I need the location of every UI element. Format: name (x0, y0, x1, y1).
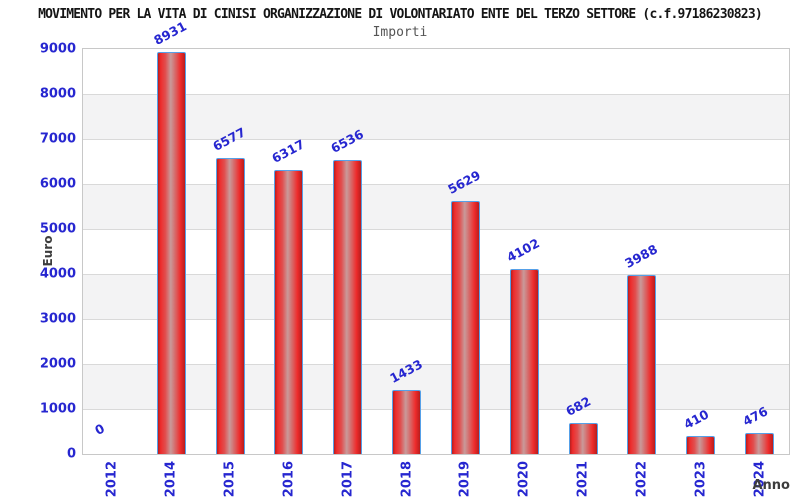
y-tick-label: 6000 (39, 176, 76, 192)
x-axis-title: Anno (752, 478, 790, 493)
plot-band (83, 184, 789, 229)
chart-title: MOVIMENTO PER LA VITA DI CINISI ORGANIZZ… (38, 7, 763, 22)
bar (509, 269, 539, 454)
y-tick-label: 0 (66, 446, 76, 462)
gridline (83, 139, 789, 140)
plot-band (83, 229, 789, 274)
y-axis-title: Euro (41, 235, 55, 267)
gridline (83, 229, 789, 230)
bar (215, 158, 245, 454)
y-tick-label: 3000 (39, 311, 76, 327)
plot-band (83, 94, 789, 139)
chart-subtitle: Importi (372, 25, 428, 40)
x-tick-label: 2021 (575, 461, 591, 498)
x-tick-label: 2023 (693, 461, 709, 498)
x-tick-label: 2018 (399, 461, 415, 498)
bar (745, 433, 775, 454)
plot-band (83, 409, 789, 454)
bar (333, 160, 363, 454)
gridline (83, 409, 789, 410)
gridline (83, 319, 789, 320)
plot-band (83, 274, 789, 319)
y-tick-label: 7000 (39, 131, 76, 147)
x-tick-label: 2019 (457, 461, 473, 498)
bar (568, 423, 598, 454)
x-tick-label: 2014 (163, 461, 179, 498)
plot-band (83, 139, 789, 184)
x-tick-label: 2022 (634, 461, 650, 498)
x-tick-label: 2012 (104, 461, 120, 498)
gridline (83, 184, 789, 185)
y-tick-label: 2000 (39, 356, 76, 372)
bar (392, 390, 422, 454)
bar (627, 275, 657, 454)
gridline (83, 94, 789, 95)
bar (686, 436, 716, 454)
bar (156, 52, 186, 454)
y-tick-label: 1000 (39, 401, 76, 417)
y-tick-label: 5000 (39, 221, 76, 237)
x-tick-label: 2020 (516, 461, 532, 498)
plot-band (83, 364, 789, 409)
bar (274, 170, 304, 454)
y-tick-label: 8000 (39, 86, 76, 102)
plot-band (83, 319, 789, 364)
x-tick-label: 2016 (281, 461, 297, 498)
gridline (83, 364, 789, 365)
y-tick-label: 9000 (39, 41, 76, 57)
y-tick-label: 4000 (39, 266, 76, 282)
gridline (83, 274, 789, 275)
x-tick-label: 2015 (222, 461, 238, 498)
x-tick-label: 2017 (340, 461, 356, 498)
plot-area: 0 8931 6577 6317 6536 1433 5629 4102 682 3988 410 4… (82, 18, 790, 455)
bar (450, 201, 480, 454)
plot-band (83, 49, 789, 94)
bar-value-label: 8931 (151, 17, 190, 48)
